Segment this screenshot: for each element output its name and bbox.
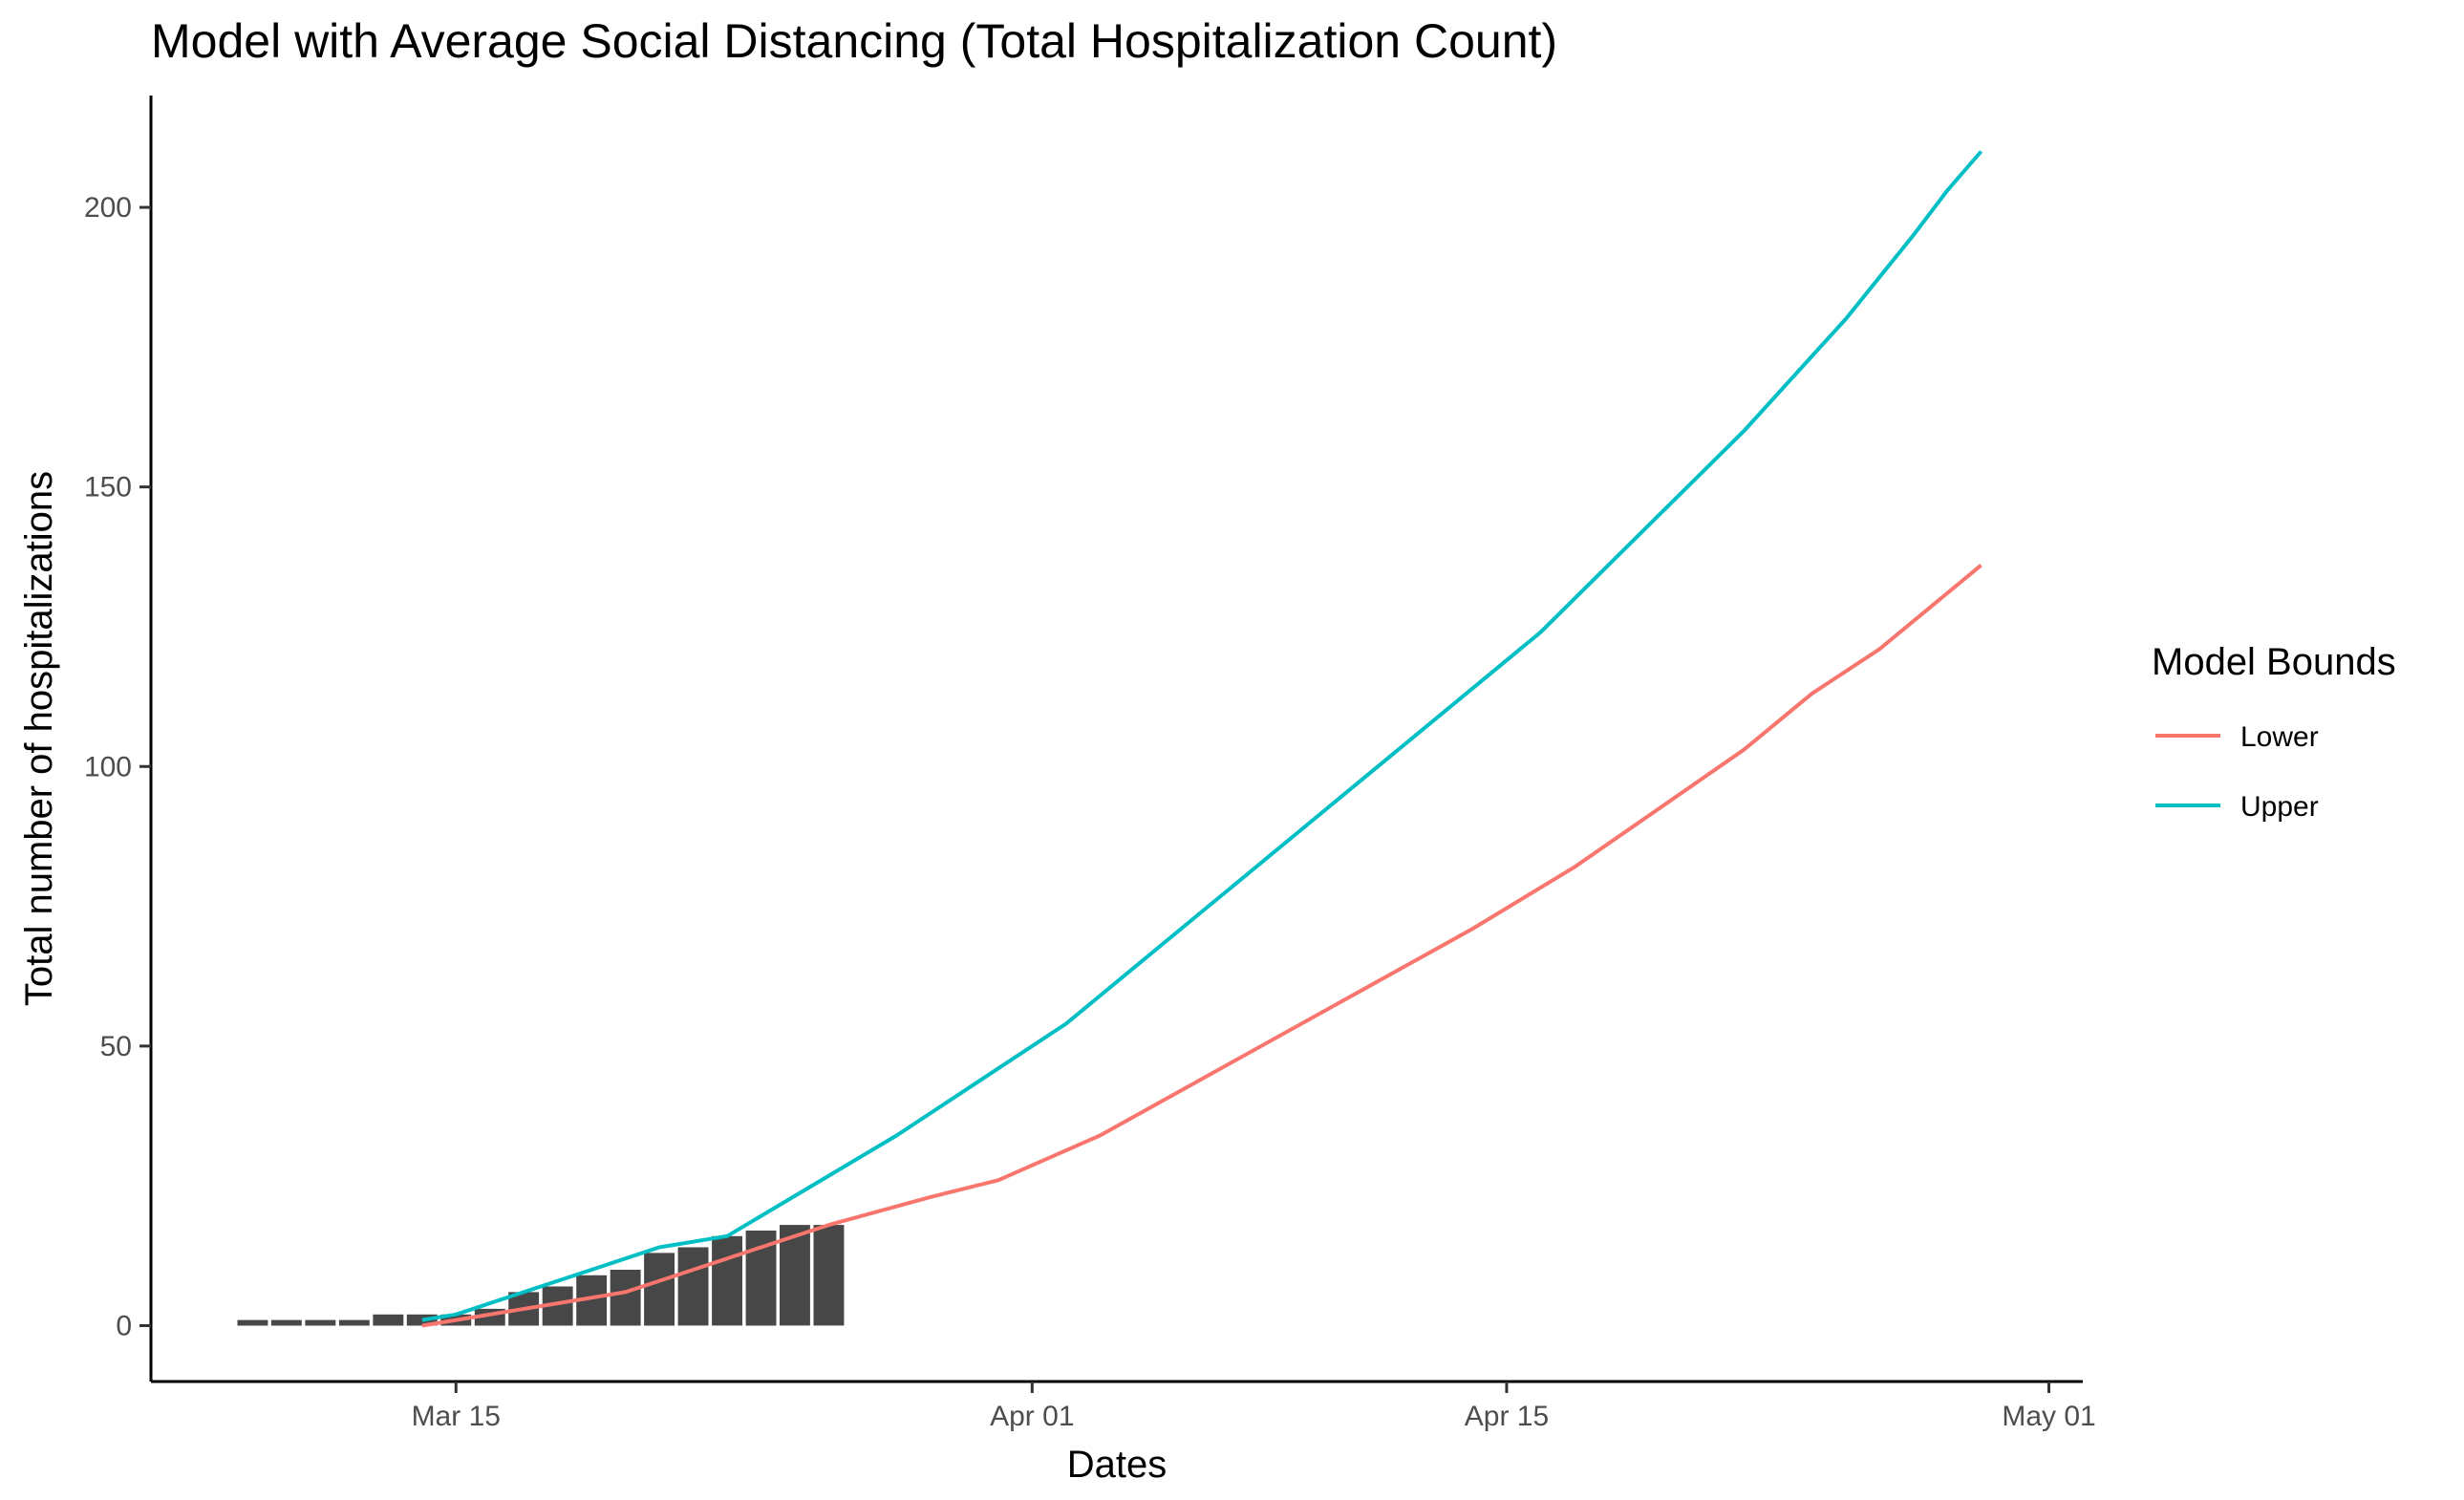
y-ticks: 0 50 100 150 200 <box>84 192 151 1341</box>
bar <box>712 1235 742 1326</box>
y-tick-label: 0 <box>116 1310 132 1341</box>
bar <box>406 1314 438 1326</box>
y-tick-label: 50 <box>100 1031 132 1062</box>
y-tick-label: 150 <box>84 472 132 504</box>
bar <box>373 1314 404 1326</box>
legend-title: Model Bounds <box>2152 641 2396 683</box>
series-line-lower <box>421 564 1982 1328</box>
x-ticks: Mar 15 Apr 01 Apr 15 May 01 <box>412 1382 2096 1432</box>
legend-label-upper: Upper <box>2240 791 2319 823</box>
x-tick-label: Mar 15 <box>412 1401 501 1432</box>
x-tick-label: Apr 01 <box>990 1401 1074 1432</box>
legend-entries: Lower Upper <box>2155 721 2319 823</box>
bar <box>237 1319 268 1326</box>
legend: Model Bounds Lower Upper <box>2152 641 2396 823</box>
bar <box>813 1225 845 1326</box>
axes-layer <box>149 96 2083 1383</box>
bar <box>677 1247 709 1326</box>
bar <box>644 1253 675 1326</box>
chart-title: Model with Average Social Distancing (To… <box>151 14 1558 68</box>
bar <box>305 1319 336 1326</box>
bar <box>610 1270 641 1326</box>
lines-layer <box>421 150 1983 1328</box>
bar <box>338 1319 370 1326</box>
series-line-upper <box>421 150 1983 1322</box>
y-tick-label: 100 <box>84 751 132 782</box>
y-tick-label: 200 <box>84 192 132 224</box>
x-tick-label: May 01 <box>2002 1401 2095 1432</box>
x-tick-label: Apr 15 <box>1465 1401 1549 1432</box>
y-axis-title: Total number of hospitalizations <box>18 471 60 1006</box>
bar <box>270 1319 302 1326</box>
bar <box>780 1225 810 1326</box>
x-axis-title: Dates <box>1067 1444 1168 1486</box>
legend-label-lower: Lower <box>2240 721 2319 753</box>
bars-layer <box>237 1225 845 1326</box>
